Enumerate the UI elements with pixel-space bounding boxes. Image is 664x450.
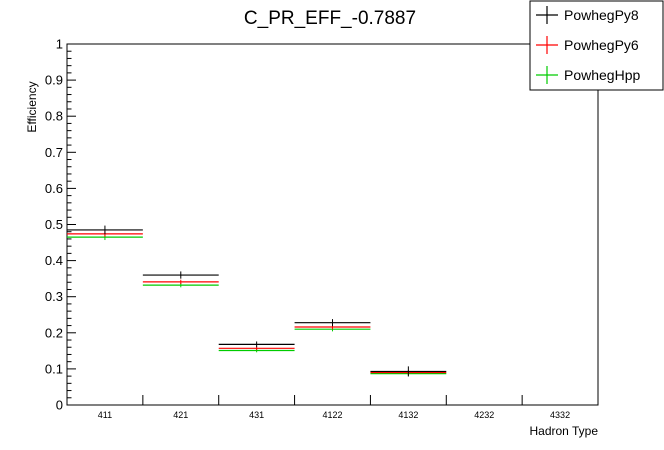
y-tick-label: 0.1	[45, 361, 63, 376]
x-tick-label: 4332	[550, 410, 570, 420]
legend: PowhegPy8 PowhegPy6 PowhegHpp	[529, 0, 664, 91]
legend-label: PowhegPy6	[564, 37, 639, 53]
x-tick-label: 4132	[398, 410, 418, 420]
x-axis: 411 421 431 4122 4132 4232 4332	[98, 395, 570, 420]
x-tick-label: 411	[98, 410, 112, 420]
x-tick-label: 4122	[322, 410, 342, 420]
legend-label: PowhegPy8	[564, 7, 639, 23]
y-axis: 0 0.1 0.2 0.3 0.4 0.5 0.6 0.7 0.8 0.9 1	[45, 37, 76, 413]
x-tick-label: 421	[173, 410, 188, 420]
chart-title: C_PR_EFF_-0.7887	[244, 8, 416, 29]
legend-label: PowhegHpp	[564, 67, 640, 83]
legend-entry: PowhegHpp	[536, 66, 640, 84]
legend-entry: PowhegPy8	[536, 6, 639, 24]
y-tick-label: 0.4	[45, 253, 63, 268]
x-axis-label: Hadron Type	[530, 424, 599, 438]
series-PowhegPy8	[67, 225, 447, 377]
legend-entry: PowhegPy6	[536, 36, 639, 54]
y-tick-label: 0.3	[45, 289, 63, 304]
x-tick-label: 431	[249, 410, 264, 420]
y-tick-label: 0.8	[45, 109, 63, 124]
y-tick-label: 0.5	[45, 217, 63, 232]
data-marks	[67, 225, 447, 377]
y-tick-label: 0.6	[45, 181, 63, 196]
y-tick-label: 0	[56, 398, 63, 413]
y-tick-label: 0.7	[45, 145, 63, 160]
x-tick-label: 4232	[474, 410, 494, 420]
y-axis-label: Efficiency	[25, 81, 39, 132]
y-tick-label: 0.2	[45, 325, 63, 340]
y-tick-label: 1	[56, 37, 63, 52]
y-tick-label: 0.9	[45, 73, 63, 88]
